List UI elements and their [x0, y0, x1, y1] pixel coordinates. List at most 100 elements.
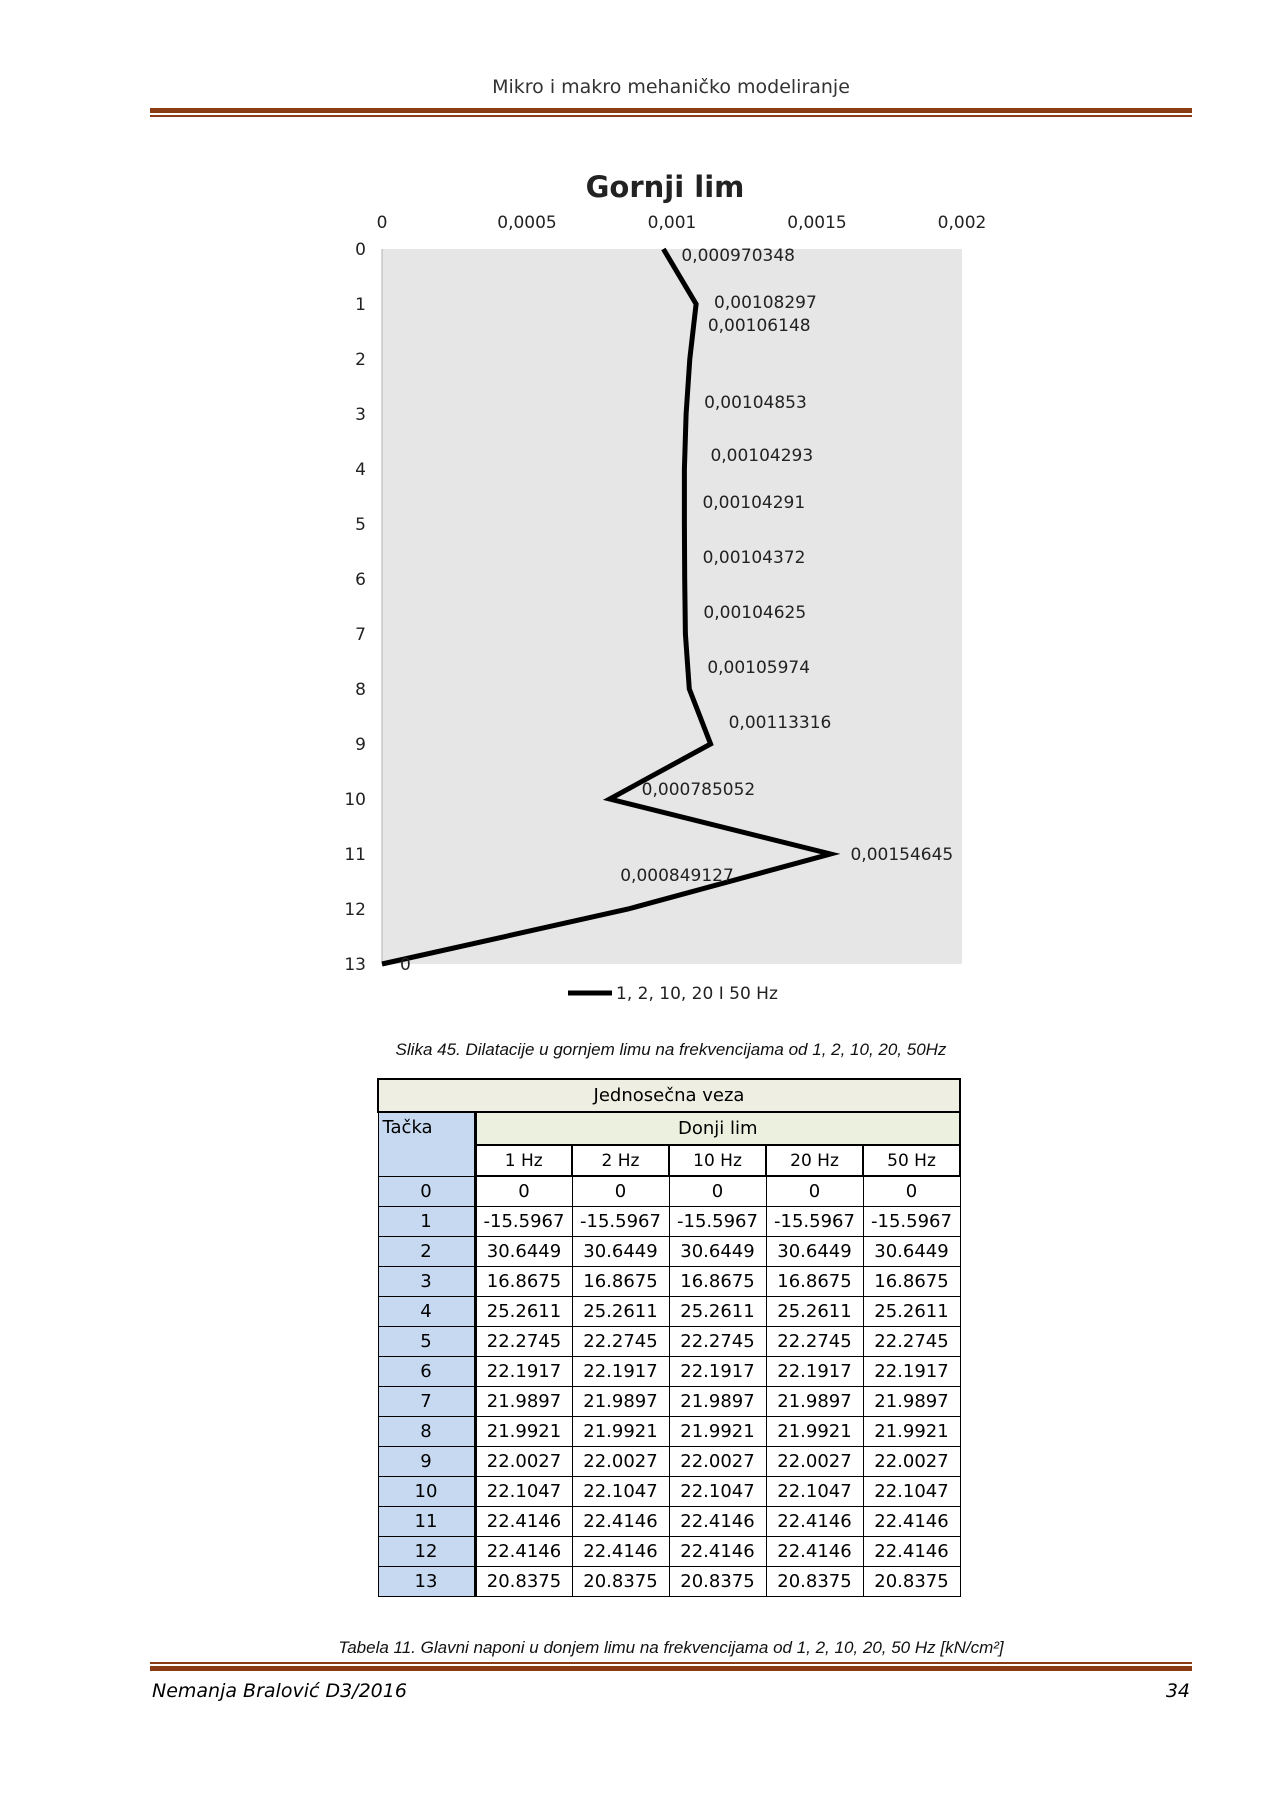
stress-value-cell: 22.1917 [862, 1356, 961, 1387]
series-line [381, 247, 841, 967]
x-tick-label: 0,002 [938, 213, 987, 233]
stress-value-cell: 16.8675 [571, 1266, 670, 1297]
plot-area [382, 249, 962, 964]
stress-value-cell: 22.0027 [668, 1446, 767, 1477]
data-label: 0,000785052 [642, 780, 756, 800]
data-label: 0,00108297 [714, 293, 817, 313]
y-tick-label: 9 [355, 735, 366, 755]
page-number: 34 [1165, 1680, 1190, 1702]
stress-value-cell: 22.4146 [862, 1536, 961, 1567]
figure-caption: Slika 45. Dilatacije u gornjem limu na f… [395, 1040, 947, 1059]
table-title: Jednosečna veza [377, 1078, 961, 1113]
stress-value-cell: 30.6449 [862, 1236, 961, 1267]
legend: 1, 2, 10, 20 I 50 Hz [568, 984, 778, 1004]
footer-rule-thin [150, 1662, 1192, 1664]
stress-value-cell: 21.9897 [571, 1386, 670, 1417]
stress-value-cell: 21.9921 [668, 1416, 767, 1447]
stress-value-cell: 20.8375 [765, 1566, 864, 1597]
stress-value-cell: 22.4146 [474, 1536, 573, 1567]
stress-value-cell: -15.5967 [571, 1206, 670, 1237]
frequency-header: 2 Hz [571, 1144, 670, 1177]
data-label: 0,00104372 [703, 548, 806, 568]
table-row: 1 -15.5967 -15.5967 -15.5967 -15.5967 -15.596… [377, 1206, 961, 1237]
table-row: 4 25.2611 25.2611 25.2611 25.2611 25.2611 [377, 1296, 961, 1327]
stress-value-cell: -15.5967 [862, 1206, 961, 1237]
stress-value-cell: -15.5967 [668, 1206, 767, 1237]
point-index-cell: 3 [377, 1266, 477, 1297]
stress-value-cell: 22.4146 [474, 1506, 573, 1537]
stress-value-cell: -15.5967 [765, 1206, 864, 1237]
stress-value-cell: 22.1047 [474, 1476, 573, 1507]
chart-title: Gornji lim [586, 170, 745, 204]
stress-value-cell: 20.8375 [668, 1566, 767, 1597]
table-row: 2 30.6449 30.6449 30.6449 30.6449 30.6449 [377, 1236, 961, 1267]
stress-value-cell: 0 [862, 1175, 961, 1207]
table-row: 12 22.4146 22.4146 22.4146 22.4146 22.4146 [377, 1536, 961, 1567]
point-index-cell: 9 [377, 1446, 477, 1477]
y-tick-label: 5 [355, 515, 366, 535]
data-labels: 0,000970348 0,00108297 0,00106148 0,0010485… [400, 246, 953, 975]
frequency-header: 20 Hz [765, 1144, 864, 1177]
stress-value-cell: -15.5967 [474, 1206, 573, 1237]
stress-value-cell: 21.9921 [474, 1416, 573, 1447]
stress-value-cell: 20.8375 [862, 1566, 961, 1597]
stress-value-cell: 22.0027 [571, 1446, 670, 1477]
stress-value-cell: 25.2611 [571, 1296, 670, 1327]
stress-value-cell: 25.2611 [474, 1296, 573, 1327]
point-index-cell: 11 [377, 1506, 477, 1537]
stress-value-cell: 22.0027 [765, 1446, 864, 1477]
stress-value-cell: 22.1917 [474, 1356, 573, 1387]
table-row: 13 20.8375 20.8375 20.8375 20.8375 20.8375 [377, 1566, 961, 1597]
point-index-cell: 2 [377, 1236, 477, 1267]
stress-value-cell: 22.2745 [571, 1326, 670, 1357]
frequency-header-row: 1 Hz 2 Hz 10 Hz 20 Hz 50 Hz [378, 1144, 961, 1177]
stress-value-cell: 22.1047 [765, 1476, 864, 1507]
stress-value-cell: 22.2745 [668, 1326, 767, 1357]
data-label: 0,00105974 [707, 658, 810, 678]
stress-value-cell: 22.2745 [862, 1326, 961, 1357]
y-tick-label: 2 [355, 350, 366, 370]
frequency-header: 50 Hz [862, 1144, 961, 1177]
x-tick-label: 0,001 [648, 213, 697, 233]
point-index-cell: 12 [377, 1536, 477, 1567]
stress-value-cell: 22.1917 [765, 1356, 864, 1387]
point-index-cell: 0 [377, 1175, 477, 1207]
y-tick-label: 11 [344, 845, 366, 865]
data-label: 0,00154645 [850, 845, 953, 865]
stress-value-cell: 25.2611 [862, 1296, 961, 1327]
y-tick-label: 8 [355, 680, 366, 700]
stress-value-cell: 22.1047 [862, 1476, 961, 1507]
stress-value-cell: 22.1917 [668, 1356, 767, 1387]
y-tick-label: 10 [344, 790, 366, 810]
strain-chart: Gornji lim 0 0,0005 0,001 0,0015 0,002 01234… [344, 170, 987, 1004]
data-label: 0,000970348 [681, 246, 795, 266]
data-label: 0,00104625 [703, 603, 806, 623]
stress-value-cell: 0 [668, 1175, 767, 1207]
header-rule [150, 108, 1192, 113]
point-index-cell: 7 [377, 1386, 477, 1417]
y-tick-label: 4 [355, 460, 366, 480]
table-row: 8 21.9921 21.9921 21.9921 21.9921 21.9921 [377, 1416, 961, 1447]
y-tick-label: 1 [355, 295, 366, 315]
y-tick-label: 0 [355, 240, 366, 260]
stress-value-cell: 22.2745 [765, 1326, 864, 1357]
stress-value-cell: 16.8675 [668, 1266, 767, 1297]
stress-value-cell: 21.9921 [571, 1416, 670, 1447]
table-row: 6 22.1917 22.1917 22.1917 22.1917 22.1917 [377, 1356, 961, 1387]
stress-value-cell: 30.6449 [765, 1236, 864, 1267]
stress-value-cell: 21.9897 [668, 1386, 767, 1417]
data-label: 0 [400, 955, 411, 975]
stress-value-cell: 22.4146 [571, 1506, 670, 1537]
header-rule-thin [150, 115, 1192, 117]
stress-value-cell: 16.8675 [474, 1266, 573, 1297]
data-label: 0,00104853 [704, 393, 807, 413]
stress-value-cell: 30.6449 [474, 1236, 573, 1267]
stress-value-cell: 22.0027 [474, 1446, 573, 1477]
y-tick-label: 3 [355, 405, 366, 425]
point-index-cell: 4 [377, 1296, 477, 1327]
stress-value-cell: 22.4146 [668, 1506, 767, 1537]
stress-value-cell: 22.4146 [765, 1506, 864, 1537]
